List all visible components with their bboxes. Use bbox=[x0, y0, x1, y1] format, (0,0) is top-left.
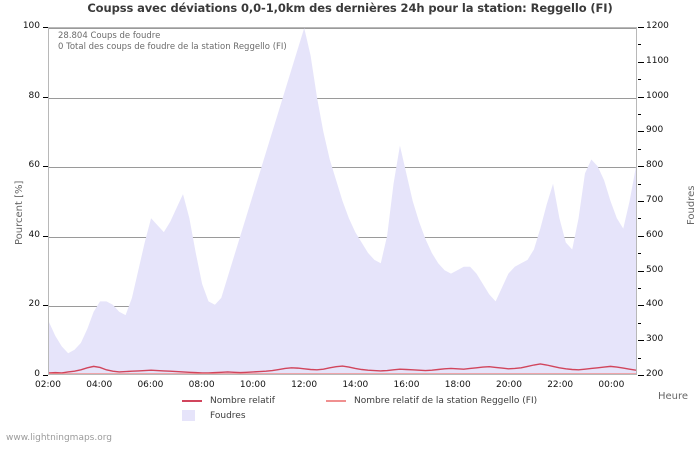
x-tick-label-04-00: 04:00 bbox=[86, 380, 113, 390]
x-tick-label-02-00: 02:00 bbox=[35, 380, 61, 390]
x-tick-label-16-00: 16:00 bbox=[393, 380, 420, 390]
y-right-tick-mark-900 bbox=[638, 131, 644, 132]
y-right-tick-label-300: 300 bbox=[646, 334, 664, 345]
y-left-tick-mark-20 bbox=[43, 305, 48, 306]
y-right-tick-minor-750 bbox=[638, 184, 641, 185]
legend-swatch-area bbox=[182, 410, 195, 421]
legend-item-foudres[interactable]: Foudres bbox=[182, 410, 246, 421]
y-right-tick-label-1100: 1100 bbox=[646, 55, 669, 66]
y-axis-right-label: Foudres bbox=[686, 185, 697, 225]
x-tick-label-20-00: 20:00 bbox=[495, 380, 522, 390]
y-right-tick-minor-550 bbox=[638, 253, 641, 254]
legend-swatch-line-dark bbox=[182, 399, 202, 403]
y-left-tick-label-100: 100 bbox=[22, 21, 40, 31]
x-tick-label-06-00: 06:00 bbox=[137, 380, 164, 390]
y-right-tick-minor-250 bbox=[638, 358, 641, 359]
y-right-tick-mark-1000 bbox=[638, 97, 644, 98]
y-left-tick-label-60: 60 bbox=[28, 160, 40, 171]
y-right-tick-label-500: 500 bbox=[646, 264, 664, 275]
x-tick-label-00-00: 00:00 bbox=[598, 380, 625, 390]
x-tick-label-08-00: 08:00 bbox=[188, 380, 215, 390]
y-right-tick-minor-1150 bbox=[638, 44, 641, 45]
y-left-tick-label-0: 0 bbox=[34, 369, 40, 379]
plot-inner bbox=[49, 28, 636, 374]
annotation-station-strikes: 0 Total des coups de foudre de la statio… bbox=[58, 42, 287, 52]
gridline-60 bbox=[49, 167, 636, 168]
y-left-tick-mark-80 bbox=[43, 97, 48, 98]
series-canvas bbox=[49, 28, 636, 374]
y-left-tick-label-20: 20 bbox=[28, 299, 40, 310]
x-tick-label-12-00: 12:00 bbox=[291, 380, 318, 390]
x-axis-label: Heure bbox=[657, 391, 688, 402]
legend-item-nombre-relatif[interactable]: Nombre relatif bbox=[182, 396, 275, 406]
x-tick-label-14-00: 14:00 bbox=[342, 380, 369, 390]
x-tick-label-22-00: 22:00 bbox=[547, 380, 574, 390]
y-left-tick-label-40: 40 bbox=[28, 229, 40, 240]
y-right-tick-mark-200 bbox=[638, 375, 644, 376]
y-right-tick-label-800: 800 bbox=[646, 160, 664, 171]
y-right-tick-minor-350 bbox=[638, 323, 641, 324]
plot-area: 28.804 Coups de foudre 0 Total des coups… bbox=[48, 27, 637, 375]
y-right-tick-minor-650 bbox=[638, 218, 641, 219]
legend-label-1: Nombre relatif de la station Reggello (F… bbox=[354, 396, 538, 406]
y-right-tick-label-900: 900 bbox=[646, 125, 664, 136]
footer-url: www.lightningmaps.org bbox=[6, 433, 112, 443]
y-right-tick-minor-1050 bbox=[638, 79, 641, 80]
y-right-tick-minor-450 bbox=[638, 288, 641, 289]
y-right-tick-label-1000: 1000 bbox=[646, 90, 669, 101]
y-left-tick-mark-100 bbox=[43, 27, 48, 28]
gridline-100 bbox=[49, 28, 636, 29]
y-right-tick-minor-850 bbox=[638, 149, 641, 150]
y-left-tick-label-80: 80 bbox=[28, 90, 40, 101]
x-tick-label-10-00: 10:00 bbox=[239, 380, 266, 390]
area-series-foudres bbox=[49, 28, 636, 374]
y-right-tick-label-1200: 1200 bbox=[646, 21, 669, 31]
y-left-tick-mark-40 bbox=[43, 236, 48, 237]
y-left-tick-mark-0 bbox=[43, 375, 48, 376]
y-right-tick-label-700: 700 bbox=[646, 195, 664, 205]
legend-item-nombre-relatif-station[interactable]: Nombre relatif de la station Reggello (F… bbox=[326, 396, 537, 406]
y-right-tick-mark-1200 bbox=[638, 27, 644, 28]
gridline-80 bbox=[49, 98, 636, 99]
chart-title: Coupss avec déviations 0,0-1,0km des der… bbox=[87, 1, 613, 15]
y-right-tick-mark-700 bbox=[638, 201, 644, 202]
y-right-tick-mark-300 bbox=[638, 340, 644, 341]
legend-label-0: Nombre relatif bbox=[210, 396, 275, 406]
annotation-total-strikes: 28.804 Coups de foudre bbox=[58, 31, 161, 41]
y-right-tick-mark-600 bbox=[638, 236, 644, 237]
y-left-tick-mark-60 bbox=[43, 166, 48, 167]
y-right-tick-mark-800 bbox=[638, 166, 644, 167]
y-right-tick-label-400: 400 bbox=[646, 299, 664, 310]
y-right-tick-mark-500 bbox=[638, 271, 644, 272]
y-right-tick-label-600: 600 bbox=[646, 229, 664, 240]
y-right-tick-mark-400 bbox=[638, 305, 644, 306]
legend-label-2: Foudres bbox=[210, 410, 246, 421]
legend-swatch-line-light bbox=[326, 399, 346, 403]
y-right-tick-mark-1100 bbox=[638, 62, 644, 63]
y-right-tick-label-200: 200 bbox=[646, 369, 664, 379]
line-series-1 bbox=[49, 364, 636, 373]
y-right-tick-minor-950 bbox=[638, 114, 641, 115]
x-tick-label-18-00: 18:00 bbox=[444, 380, 471, 390]
